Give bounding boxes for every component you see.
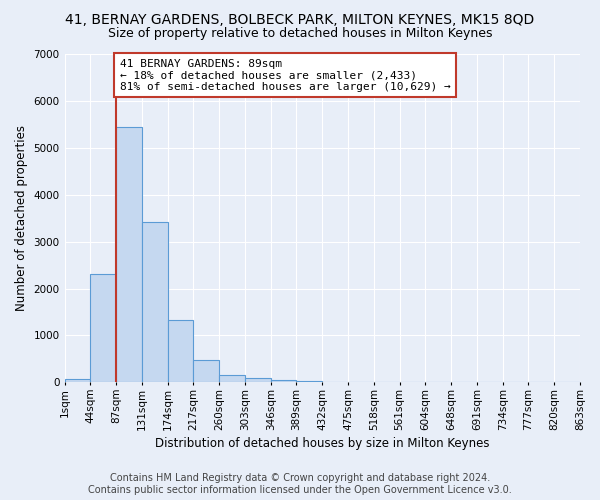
- Text: Size of property relative to detached houses in Milton Keynes: Size of property relative to detached ho…: [108, 28, 492, 40]
- Bar: [296, 380, 322, 382]
- Bar: [193, 360, 219, 382]
- Bar: [167, 320, 193, 382]
- Y-axis label: Number of detached properties: Number of detached properties: [15, 125, 28, 311]
- Bar: [142, 222, 167, 382]
- Text: Contains HM Land Registry data © Crown copyright and database right 2024.
Contai: Contains HM Land Registry data © Crown c…: [88, 474, 512, 495]
- X-axis label: Distribution of detached houses by size in Milton Keynes: Distribution of detached houses by size …: [155, 437, 490, 450]
- Bar: [219, 374, 245, 382]
- Bar: [245, 378, 271, 382]
- Bar: [91, 274, 116, 382]
- Bar: [271, 380, 296, 382]
- Bar: [116, 126, 142, 382]
- Text: 41 BERNAY GARDENS: 89sqm
← 18% of detached houses are smaller (2,433)
81% of sem: 41 BERNAY GARDENS: 89sqm ← 18% of detach…: [120, 58, 451, 92]
- Text: 41, BERNAY GARDENS, BOLBECK PARK, MILTON KEYNES, MK15 8QD: 41, BERNAY GARDENS, BOLBECK PARK, MILTON…: [65, 12, 535, 26]
- Bar: [65, 379, 91, 382]
